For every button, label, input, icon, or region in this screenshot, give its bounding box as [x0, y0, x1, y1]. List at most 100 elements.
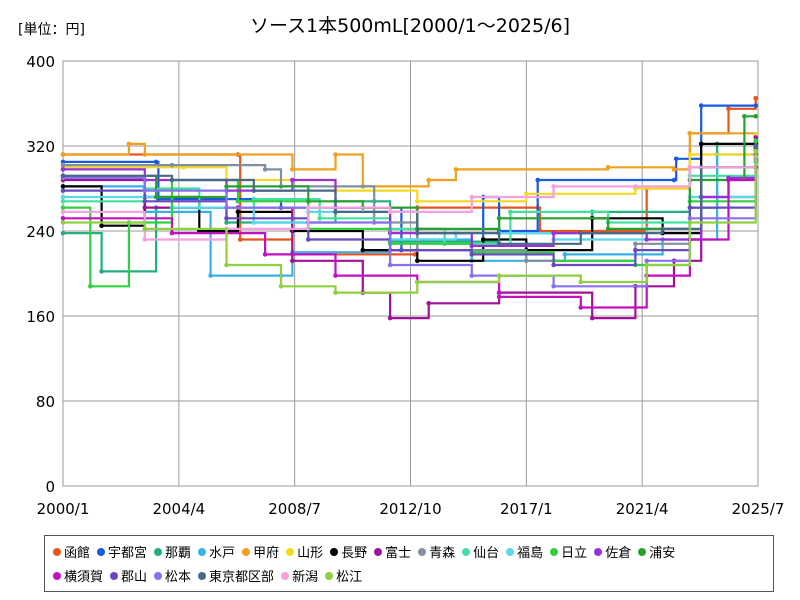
data-point: [60, 152, 66, 157]
legend-row: 横須賀 郡山 松本 東京都区部 新潟 松江: [53, 566, 369, 585]
y-tick-label: 80: [36, 393, 55, 411]
series-line: [63, 146, 757, 245]
data-point: [673, 156, 679, 162]
data-point: [644, 262, 649, 268]
data-point: [169, 162, 175, 168]
data-point: [726, 177, 731, 183]
legend-label: 郡山: [121, 570, 148, 585]
legend-item: 日立: [550, 542, 587, 561]
data-point: [290, 167, 295, 172]
legend-item: 水戸: [198, 542, 235, 561]
legend-item: 那覇: [154, 542, 191, 561]
legend-marker: [154, 547, 163, 556]
data-point: [698, 141, 704, 147]
legend-label: 新潟: [292, 570, 319, 585]
legend-label: 横須賀: [64, 570, 104, 585]
data-point: [142, 226, 148, 232]
data-point: [578, 279, 584, 285]
legend-label: 長野: [341, 546, 368, 561]
data-point: [290, 258, 295, 264]
legend-marker: [418, 547, 427, 556]
legend-label: 浦安: [649, 546, 676, 561]
data-point: [524, 191, 529, 197]
x-tick-label: 2021/4: [616, 500, 669, 518]
legend-label: 松江: [336, 570, 363, 585]
data-point: [224, 262, 229, 268]
legend-item: 函館: [53, 542, 90, 561]
data-point: [633, 247, 638, 253]
legend-marker: [281, 571, 290, 580]
data-point: [333, 290, 338, 295]
data-point: [88, 284, 93, 289]
data-point: [426, 301, 432, 306]
data-point: [551, 184, 556, 189]
data-point: [687, 216, 693, 221]
data-point: [687, 131, 693, 136]
data-point: [496, 294, 502, 300]
legend-item: 富士: [374, 542, 411, 561]
data-point: [262, 167, 268, 172]
series-line: [63, 156, 757, 241]
data-point: [235, 199, 241, 204]
data-point: [306, 237, 311, 242]
legend-label: 佐倉: [605, 546, 632, 561]
chart-title: ソース1本500mL[2000/1～2025/6]: [250, 15, 570, 37]
data-point: [360, 247, 366, 253]
legend-label: 青森: [429, 546, 456, 561]
legend-item: 甲府: [242, 542, 279, 561]
data-point: [412, 252, 418, 257]
data-point: [142, 188, 148, 193]
data-point: [333, 152, 338, 157]
data-point: [60, 184, 66, 189]
data-point: [453, 167, 459, 172]
legend-label: 福島: [517, 546, 544, 561]
y-tick-label: 320: [26, 138, 55, 156]
legend-item: 山形: [286, 542, 323, 561]
data-point: [60, 194, 66, 200]
data-point: [605, 165, 611, 170]
data-point: [578, 230, 584, 236]
data-point: [317, 216, 323, 221]
data-point: [562, 252, 568, 257]
data-point: [60, 209, 66, 215]
legend-marker: [97, 547, 106, 556]
data-point: [551, 230, 556, 236]
data-point: [753, 103, 758, 108]
legend-marker: [110, 571, 119, 580]
data-point: [605, 226, 611, 232]
legend-item: 宇都宮: [97, 542, 147, 561]
legend-marker: [154, 571, 163, 580]
data-point: [551, 262, 556, 268]
legend-label: 水戸: [209, 546, 236, 561]
data-point: [60, 220, 66, 225]
data-point: [60, 167, 66, 172]
data-point: [687, 205, 693, 210]
data-point: [153, 194, 159, 200]
data-point: [753, 149, 758, 154]
data-point: [633, 241, 638, 247]
data-point: [687, 220, 693, 225]
legend-label: 松本: [165, 570, 192, 585]
legend-item: 新潟: [281, 566, 318, 585]
data-point: [99, 223, 104, 228]
legend-label: 那覇: [165, 546, 192, 561]
legend-item: 松江: [325, 566, 362, 585]
data-point: [237, 237, 243, 242]
data-point: [60, 162, 66, 168]
legend-item: 仙台: [462, 542, 499, 561]
data-point: [415, 199, 420, 204]
x-tick-label: 2017/1: [500, 500, 553, 518]
data-point: [251, 188, 257, 193]
data-point: [496, 273, 502, 278]
data-point: [153, 159, 159, 165]
data-point: [126, 141, 132, 147]
legend-item: 郡山: [110, 566, 147, 585]
data-point: [387, 315, 393, 321]
x-tick-label: 2012/10: [379, 500, 441, 518]
data-point: [60, 205, 66, 210]
x-tick-label: 2000/1: [37, 500, 90, 518]
data-point: [726, 106, 731, 112]
data-point: [469, 243, 475, 249]
data-point: [224, 205, 229, 210]
data-point: [208, 273, 213, 278]
